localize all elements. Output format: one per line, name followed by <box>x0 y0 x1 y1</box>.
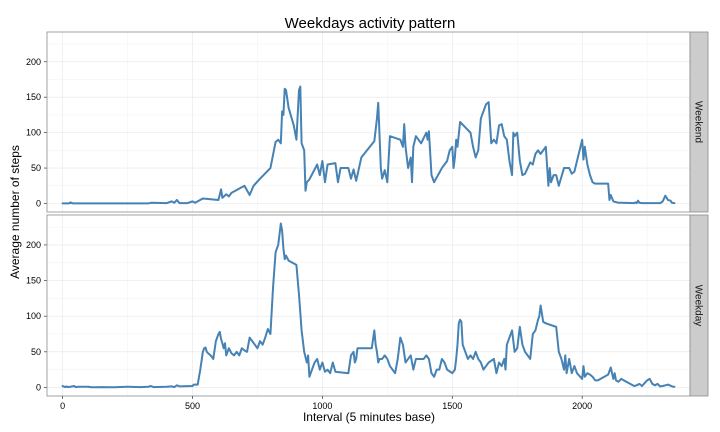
y-tick-label: 100 <box>26 311 41 321</box>
y-tick-label: 200 <box>26 57 41 67</box>
panel-weekday: 0 50 100 150 200 Weekday 0 500 1000 1500 2000 <box>26 214 709 411</box>
x-axis-title: Interval (5 minutes base) <box>303 410 435 424</box>
y-axis-title: Average number of steps <box>8 145 22 279</box>
y-tick-label: 50 <box>31 163 41 173</box>
series-line-weekend <box>61 85 676 205</box>
panel-background-weekday <box>47 215 690 396</box>
panel-background-weekend <box>47 32 690 212</box>
y-tick-label: 100 <box>26 128 41 138</box>
x-tick-label: 500 <box>185 401 200 411</box>
y-tick-label: 50 <box>31 347 41 357</box>
panel-weekend: 0 50 100 150 200 Weekend <box>26 31 709 213</box>
x-tick-label: 1500 <box>442 401 462 411</box>
y-tick-label: 200 <box>26 240 41 250</box>
series-line-weekday <box>61 222 676 389</box>
facet-strip-weekday <box>689 214 709 397</box>
x-tick-label: 1000 <box>312 401 332 411</box>
facet-strip-label-weekday: Weekday <box>693 285 704 327</box>
chart-title: Weekdays activity pattern <box>285 15 456 32</box>
x-tick-label: 2000 <box>572 401 592 411</box>
facet-strip-weekend <box>689 31 709 213</box>
y-tick-label: 0 <box>36 198 41 208</box>
facet-panels: 0 50 100 150 200 Weekend 0 50 100 150 200 Weekday 0 5… <box>26 31 709 411</box>
facet-strip-label-weekend: Weekend <box>693 101 704 143</box>
y-tick-label: 0 <box>36 382 41 392</box>
y-tick-label: 150 <box>26 92 41 102</box>
x-tick-label: 0 <box>60 401 65 411</box>
y-tick-label: 150 <box>26 276 41 286</box>
